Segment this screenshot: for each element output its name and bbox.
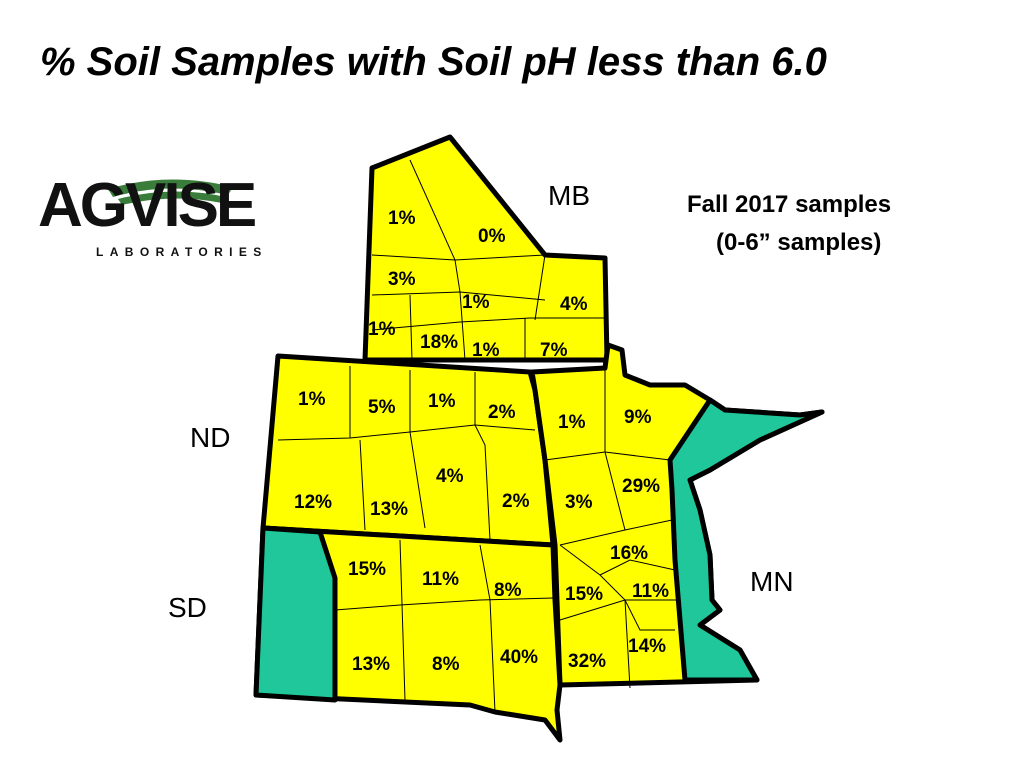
region-value-label: 3% (388, 269, 416, 290)
region-value-label: 1% (428, 391, 456, 412)
region-value-label: 8% (494, 580, 522, 601)
region-value-label: 9% (624, 407, 652, 428)
region-value-label: 0% (478, 226, 506, 247)
region-value-label: 1% (368, 319, 396, 340)
region-value-label: 32% (568, 651, 606, 672)
region-value-label: 16% (610, 543, 648, 564)
region-value-label: 11% (422, 569, 459, 590)
region-value-label: 15% (565, 584, 603, 605)
region-value-label: 1% (558, 412, 586, 433)
region-value-label: 1% (462, 292, 490, 313)
region-value-label: 2% (502, 491, 530, 512)
state-label-mb: MB (548, 180, 590, 211)
state-label-mn: MN (750, 566, 794, 597)
region-value-label: 8% (432, 654, 460, 675)
region-value-label: 1% (298, 389, 326, 410)
region-value-label: 15% (348, 559, 386, 580)
county-lines (277, 159, 680, 713)
mb-region (362, 134, 610, 363)
region-value-label: 1% (388, 208, 416, 229)
subtitle-line2: (0-6” samples) (716, 229, 882, 256)
region-value-label: 4% (436, 466, 464, 487)
region-value-label: 4% (560, 294, 588, 315)
region-value-label: 12% (294, 492, 332, 513)
region-value-label: 11% (632, 581, 669, 602)
region-value-label: 1% (472, 340, 500, 361)
region-value-label: 13% (370, 499, 408, 520)
region-value-label: 18% (420, 332, 458, 353)
state-label-nd: ND (190, 422, 231, 453)
logo-subtext: LABORATORIES (96, 245, 268, 259)
region-value-label: 13% (352, 654, 390, 675)
page-title: % Soil Samples with Soil pH less than 6.… (40, 40, 827, 84)
sd-west-no-data (253, 525, 338, 703)
region-value-label: 2% (488, 402, 516, 423)
subtitle-line1: Fall 2017 samples (687, 191, 892, 218)
percent-labels: 1%0%3%1% 4%1%18% 1% 7%1% 5% 1%2%4%12% 13% 2%15%… (294, 208, 669, 675)
region-value-label: 3% (565, 492, 593, 513)
region-value-label: 29% (622, 476, 660, 497)
state-label-sd: SD (168, 592, 207, 623)
no-data-areas (253, 397, 825, 703)
region-value-label: 14% (628, 636, 666, 657)
region-value-label: 7% (540, 340, 568, 361)
logo-swoosh-icon (108, 179, 233, 205)
agvise-logo: AGVISE LABORATORIES (38, 175, 300, 265)
region-value-label: 40% (500, 647, 538, 668)
region-value-label: 5% (368, 397, 396, 418)
mn-east-no-data (667, 397, 825, 683)
logo-letters: AGVISE (38, 171, 257, 240)
